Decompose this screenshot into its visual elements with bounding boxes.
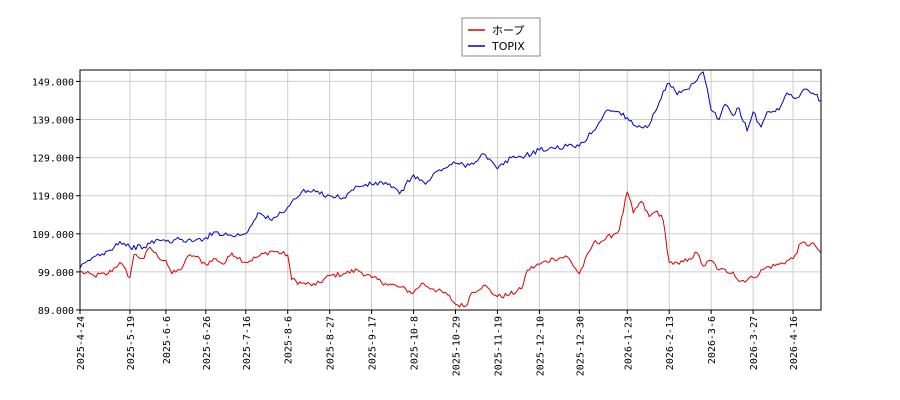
x-tick-label: 2025-6-6 xyxy=(162,316,173,364)
legend-box xyxy=(461,17,541,57)
x-tick-label: 2025-12-10 xyxy=(535,316,546,376)
x-tick-label: 2025-5-19 xyxy=(126,316,137,370)
x-axis: 2025-4-24 2025-5-19 2025-6-6 2025-6-26 2025-… xyxy=(76,310,800,376)
x-tick-label: 2026-1-23 xyxy=(623,316,634,370)
grid-lines xyxy=(79,70,821,311)
series-line-topix xyxy=(79,71,822,269)
x-tick-label: 2026-3-6 xyxy=(707,316,718,364)
x-tick-label: 2025-10-29 xyxy=(451,316,462,376)
x-tick-label: 2025-8-6 xyxy=(284,316,295,364)
series-lines xyxy=(79,71,822,308)
x-tick-label: 2025-10-8 xyxy=(410,316,421,370)
legend: ホープ TOPIX xyxy=(461,17,541,57)
x-tick-label: 2026-2-13 xyxy=(665,316,676,370)
y-axis: 89.000 99.000 109.000 119.000 129.000 139.000… xyxy=(32,77,80,317)
y-tick-label: 149.000 xyxy=(32,77,74,88)
y-tick-label: 139.000 xyxy=(32,116,74,127)
x-tick-label: 2026-3-27 xyxy=(749,316,760,370)
y-tick-label: 119.000 xyxy=(32,192,74,203)
x-tick-label: 2026-4-16 xyxy=(789,316,800,370)
x-tick-label: 2025-12-30 xyxy=(575,316,586,376)
x-tick-label: 2025-6-26 xyxy=(202,316,213,370)
x-tick-label: 2025-11-19 xyxy=(493,316,504,376)
series-line-hope xyxy=(79,191,822,308)
plot-area-frame xyxy=(79,69,822,311)
y-tick-label: 129.000 xyxy=(32,154,74,165)
y-tick-label: 99.000 xyxy=(38,268,74,279)
legend-label-topix: TOPIX xyxy=(491,40,525,53)
x-tick-label: 2025-9-17 xyxy=(368,316,379,370)
x-tick-label: 2025-7-16 xyxy=(242,316,253,370)
y-tick-label: 109.000 xyxy=(32,230,74,241)
y-tick-label: 89.000 xyxy=(38,306,74,317)
x-tick-label: 2025-8-27 xyxy=(326,316,337,370)
x-tick-label: 2025-4-24 xyxy=(76,316,87,370)
legend-label-hope: ホープ xyxy=(492,24,524,37)
